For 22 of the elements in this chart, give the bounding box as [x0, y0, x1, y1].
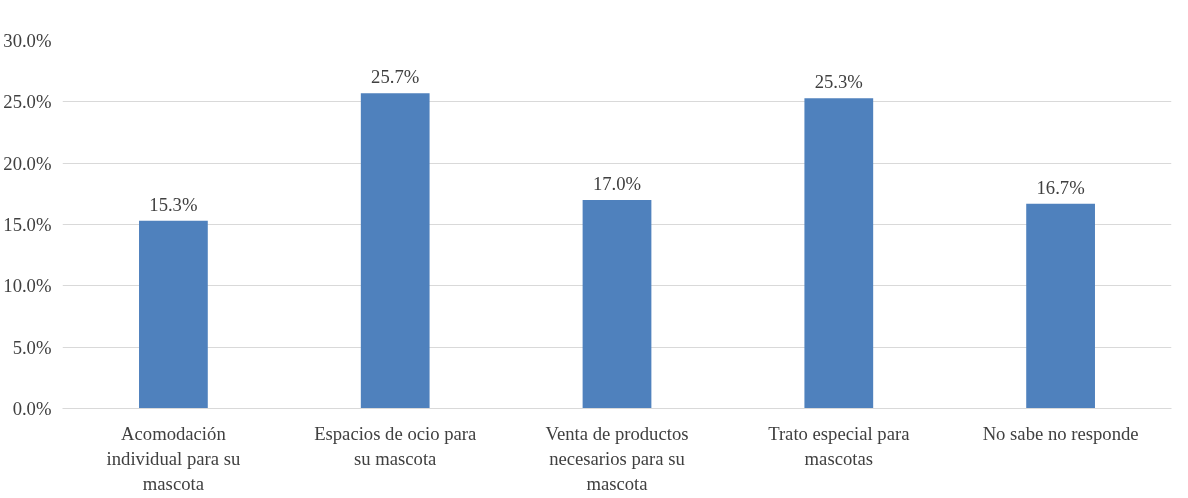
x-tick-label: Acomodación individual para su mascota [106, 422, 241, 494]
data-label: 16.7% [1036, 176, 1085, 198]
x-tick-label: Venta de productos necesarios para su mascota [545, 422, 689, 494]
bar [1026, 203, 1095, 409]
bar [360, 93, 430, 409]
bar [139, 220, 208, 409]
data-label: 25.3% [814, 71, 863, 93]
data-label: 25.7% [371, 66, 420, 88]
y-tick-label: 5.0% [12, 336, 52, 358]
x-tick-label: Trato especial para mascotas [768, 422, 911, 469]
y-tick-label: 15.0% [3, 214, 52, 235]
y-tick-label: 10.0% [3, 275, 52, 297]
data-label: 17.0% [592, 172, 642, 194]
x-tick-label: Espacios de ocio para su mascota [314, 422, 477, 469]
data-label: 15.3% [149, 193, 198, 215]
y-tick-label: 30.0% [3, 30, 52, 51]
x-tick-label: No sabe no responde [982, 422, 1139, 444]
y-tick-label: 20.0% [3, 152, 52, 174]
bar [582, 199, 652, 409]
y-tick-label: 25.0% [3, 91, 52, 113]
bar [804, 98, 874, 409]
y-tick-label: 0.0% [12, 398, 52, 419]
